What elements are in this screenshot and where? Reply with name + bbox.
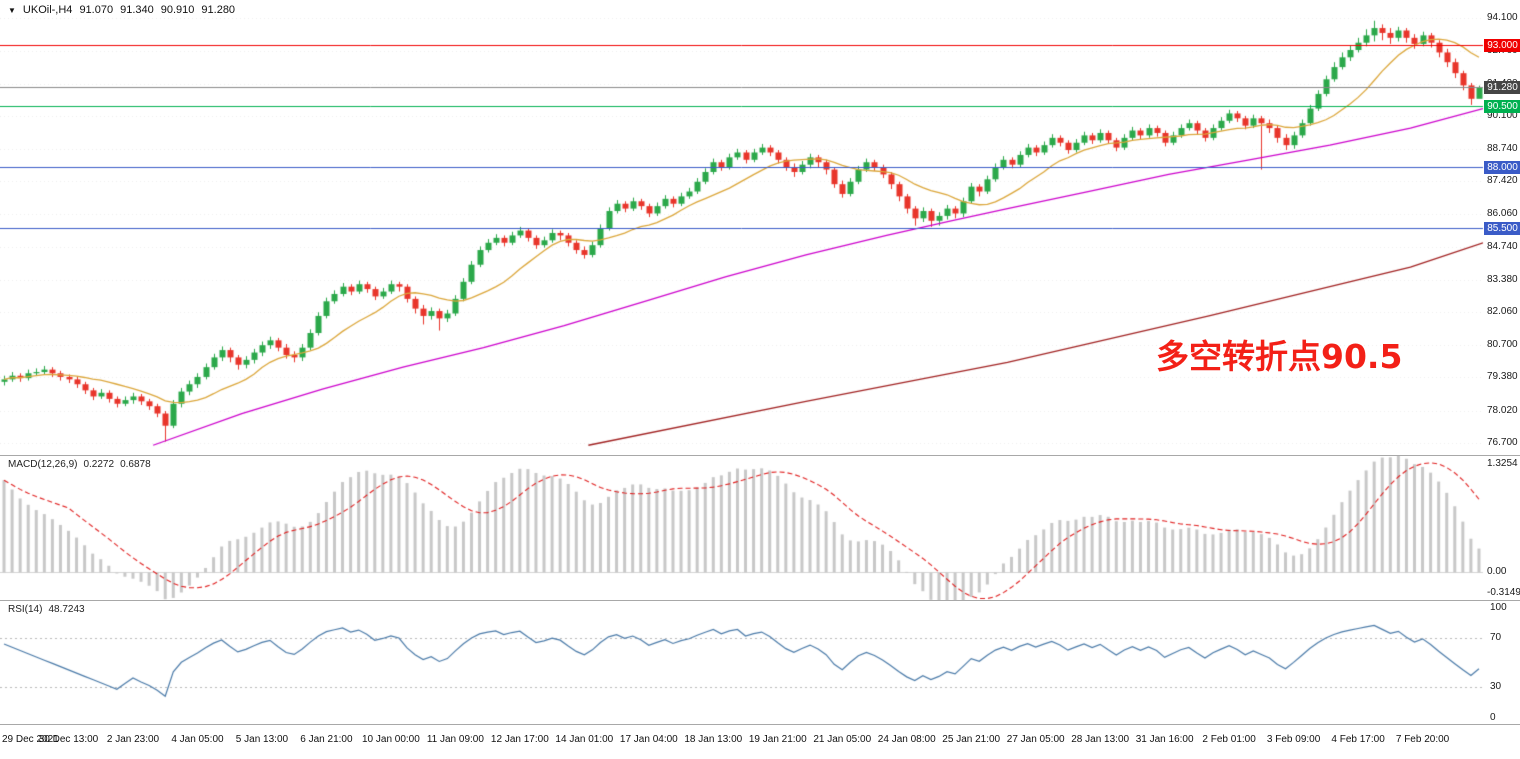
macd-canvas[interactable] xyxy=(0,456,1520,600)
price-chart-canvas[interactable] xyxy=(0,0,1520,455)
ohlc-close: 91.280 xyxy=(201,4,236,16)
time-tick-label: 3 Feb 09:00 xyxy=(1266,734,1321,745)
time-tick-label: 28 Jan 13:00 xyxy=(1071,734,1130,745)
rsi-label: RSI(14) 48.7243 xyxy=(8,604,85,615)
time-tick-label: 4 Feb 17:00 xyxy=(1331,734,1385,745)
rsi-value: 48.7243 xyxy=(48,604,85,615)
time-tick-label: 2 Jan 23:00 xyxy=(106,734,160,745)
time-tick-label: 31 Jan 16:00 xyxy=(1135,734,1194,745)
ohlc-high: 91.340 xyxy=(120,4,154,16)
time-axis[interactable]: 29 Dec 2021 30 Dec 13:00 2 Jan 23:00 4 Jan … xyxy=(0,725,1520,758)
macd-signal-value: 0.6878 xyxy=(120,459,151,470)
time-tick-label: 29 Dec 2021 xyxy=(2,734,59,745)
rsi-name: RSI(14) xyxy=(8,604,43,615)
price-panel: ▼ UKOil-,H4 91.070 91.340 90.910 91.280 … xyxy=(0,0,1520,455)
time-tick-label: 18 Jan 13:00 xyxy=(684,734,743,745)
time-tick-label: 21 Jan 05:00 xyxy=(813,734,872,745)
symbol-timeframe-label: UKOil-,H4 xyxy=(22,4,73,16)
time-tick-label: 30 Dec 13:00 xyxy=(38,734,99,745)
macd-label: MACD(12,26,9) 0.2272 0.6878 xyxy=(8,459,151,470)
rsi-canvas[interactable] xyxy=(0,601,1520,724)
time-tick-label: 2 Feb 01:00 xyxy=(1202,734,1256,745)
time-tick-label: 5 Jan 13:00 xyxy=(235,734,289,745)
time-tick-label: 7 Feb 20:00 xyxy=(1395,734,1450,745)
time-tick-label: 4 Jan 05:00 xyxy=(171,734,224,745)
panel-separator[interactable] xyxy=(0,724,1520,725)
annotation-text[interactable]: 多空转折点90.5 xyxy=(1156,337,1403,376)
time-tick-label: 12 Jan 17:00 xyxy=(490,734,549,745)
ohlc-open: 91.070 xyxy=(79,4,114,16)
time-tick-label: 11 Jan 09:00 xyxy=(426,734,484,745)
time-tick-label: 6 Jan 21:00 xyxy=(300,734,353,745)
macd-panel: MACD(12,26,9) 0.2272 0.6878 1.3254 0.00 -0… xyxy=(0,456,1520,600)
time-tick-label: 27 Jan 05:00 xyxy=(1006,734,1065,745)
time-tick-label: 10 Jan 00:00 xyxy=(361,734,420,745)
symbol-dropdown-icon[interactable]: ▼ xyxy=(8,5,16,15)
chart-header: ▼ UKOil-,H4 91.070 91.340 90.910 91.280 xyxy=(8,4,235,16)
time-tick-label: 24 Jan 08:00 xyxy=(877,734,936,745)
time-tick-label: 19 Jan 21:00 xyxy=(748,734,807,745)
rsi-panel: RSI(14) 48.7243 100 70 30 0 xyxy=(0,601,1520,724)
time-tick-label: 25 Jan 21:00 xyxy=(942,734,1001,745)
panel-separator[interactable] xyxy=(0,455,1520,456)
macd-value: 0.2272 xyxy=(83,459,115,470)
ohlc-low: 90.910 xyxy=(160,4,195,16)
time-tick-label: 17 Jan 04:00 xyxy=(619,734,678,745)
panel-separator[interactable] xyxy=(0,600,1520,601)
time-tick-label: 14 Jan 01:00 xyxy=(555,734,614,745)
macd-name: MACD(12,26,9) xyxy=(8,459,78,470)
